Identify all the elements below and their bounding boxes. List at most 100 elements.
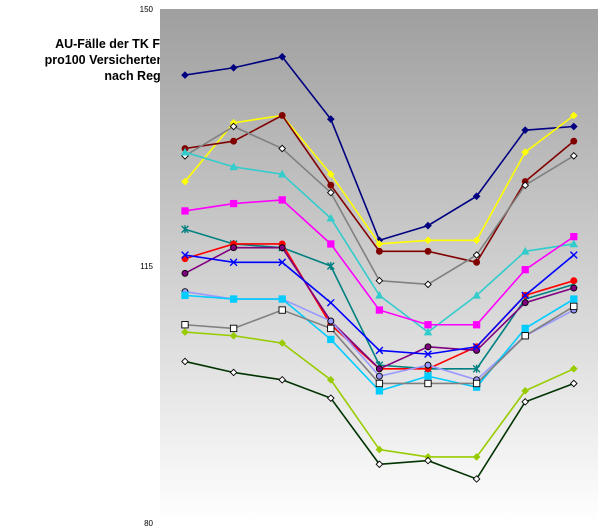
data-point (521, 266, 529, 274)
data-point (521, 148, 530, 157)
data-point (472, 475, 481, 483)
data-point (375, 306, 384, 314)
data-point (570, 302, 578, 311)
data-point (278, 295, 286, 303)
data-point (375, 379, 384, 388)
data-point (472, 236, 481, 245)
data-point (229, 162, 238, 171)
data-point (326, 298, 335, 307)
data-point (569, 251, 578, 259)
data-point (375, 290, 384, 299)
data-point (424, 221, 432, 230)
data-point (278, 144, 287, 153)
data-point (570, 284, 578, 292)
data-point (569, 152, 578, 160)
data-point (277, 169, 287, 178)
data-point (472, 453, 481, 461)
data-point (570, 295, 578, 303)
data-point (327, 335, 335, 344)
data-point (424, 343, 432, 351)
data-point (521, 126, 530, 134)
series-layer (180, 52, 579, 483)
data-point (326, 188, 335, 197)
data-point (327, 324, 335, 333)
data-point (375, 276, 384, 285)
data-point (229, 199, 238, 208)
y-axis: 150 115 80 (140, 5, 154, 528)
data-point (569, 239, 579, 248)
data-point (278, 375, 287, 384)
data-point (424, 280, 432, 289)
data-point (181, 321, 189, 329)
series-5 (180, 147, 579, 336)
y-tick-label: 80 (144, 519, 153, 528)
data-point (229, 295, 238, 303)
data-point (569, 122, 578, 131)
data-point (424, 321, 432, 329)
data-point (569, 364, 578, 373)
data-point (569, 111, 578, 120)
data-point (424, 350, 432, 359)
data-point (472, 321, 481, 329)
data-point (424, 361, 432, 369)
data-point (181, 328, 189, 336)
data-point (181, 177, 189, 186)
data-point (181, 207, 189, 215)
data-point (326, 213, 336, 222)
data-point (230, 137, 238, 145)
series-10 (181, 251, 578, 359)
data-point (181, 291, 189, 300)
title-line-2: pro100 Versichertenjahre (44, 53, 194, 67)
data-point (229, 63, 238, 72)
data-point (521, 386, 530, 395)
data-point (472, 342, 481, 351)
data-point (375, 346, 384, 355)
data-point (423, 327, 433, 336)
data-point (326, 115, 335, 123)
data-point (424, 379, 432, 388)
data-point (570, 232, 578, 241)
y-tick-label: 150 (140, 5, 154, 14)
data-point (472, 192, 481, 201)
series-4 (181, 122, 578, 289)
y-tick-label: 115 (140, 262, 153, 271)
data-point (472, 364, 481, 373)
data-point (229, 258, 238, 267)
data-point (472, 290, 481, 299)
data-point (472, 379, 481, 388)
data-point (570, 137, 578, 145)
series-6 (181, 196, 578, 329)
data-point (424, 247, 432, 255)
data-point (327, 181, 335, 189)
data-point (375, 445, 384, 454)
data-point (521, 299, 529, 307)
data-point (230, 244, 238, 252)
data-point (278, 52, 287, 61)
data-point (375, 247, 383, 255)
data-point (424, 236, 432, 245)
data-point (424, 456, 432, 465)
data-point (327, 240, 335, 248)
plot-area (160, 9, 598, 523)
data-point (181, 251, 189, 259)
series-12 (181, 291, 578, 395)
data-point (278, 112, 286, 119)
data-point (278, 339, 287, 347)
data-point (472, 251, 481, 259)
data-point (521, 324, 529, 333)
data-point (278, 258, 287, 267)
series-13 (181, 302, 578, 388)
data-point (278, 306, 286, 314)
data-point (375, 365, 383, 373)
data-point (278, 244, 286, 252)
data-point (229, 324, 238, 333)
data-point (569, 379, 578, 388)
data-point (181, 225, 189, 234)
data-point (180, 147, 190, 156)
data-point (570, 277, 578, 285)
data-point (473, 258, 481, 266)
data-point (229, 122, 238, 131)
data-point (521, 332, 529, 340)
data-point (521, 291, 530, 300)
